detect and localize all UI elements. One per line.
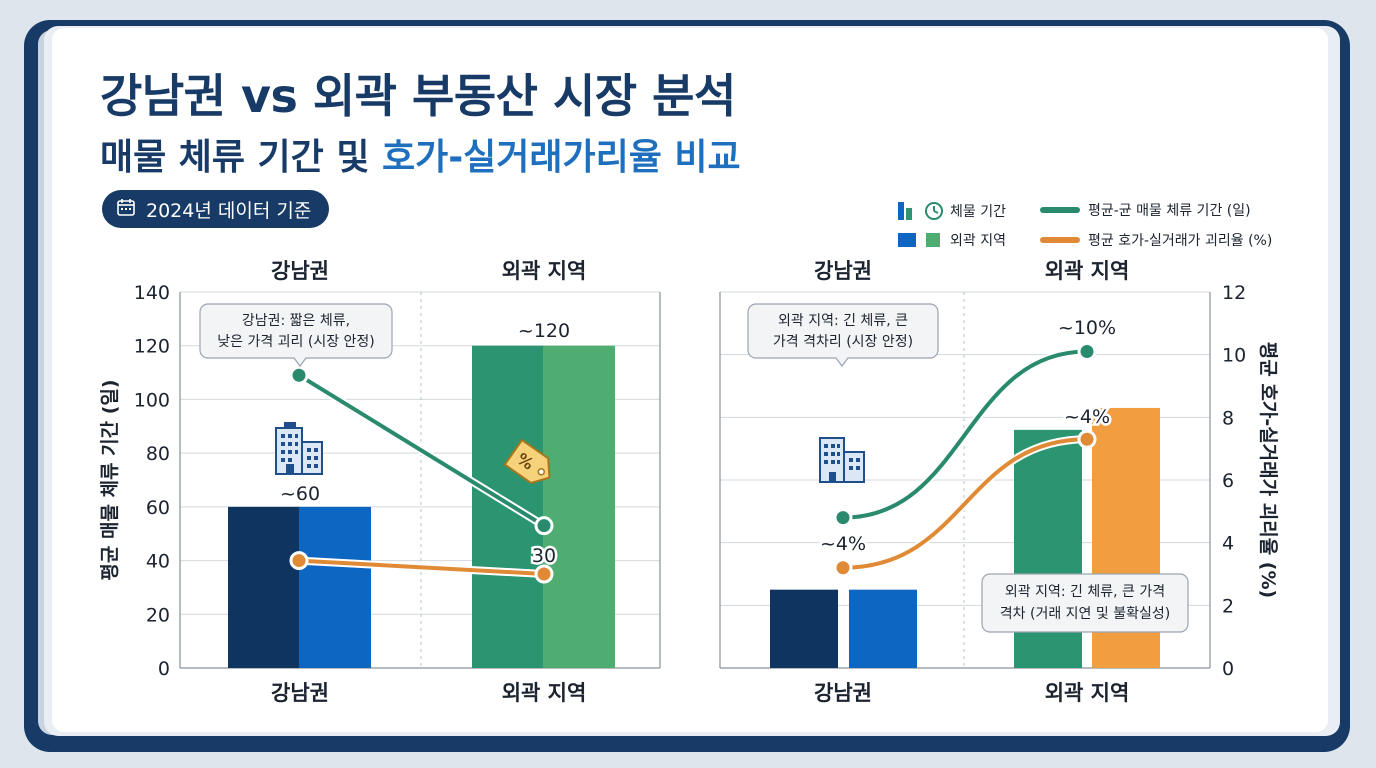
- price-tag-icon: %: [503, 439, 551, 484]
- left-callout-line-1: 강남권: 짧은 체류,: [242, 313, 350, 329]
- right-callout-bottom-line-2: 격차 (거래 지연 및 불확실성): [1000, 606, 1170, 622]
- legend-item-bar-metric: 체물 기간: [898, 200, 1006, 222]
- legend-label-line-orange: 평균 호가-실거래가 괴리율 (%): [1088, 233, 1273, 249]
- line-series: [297, 558, 546, 576]
- y-tick-label: 0: [1222, 658, 1234, 680]
- y-tick-label: 4: [1222, 533, 1234, 555]
- line-point: [1077, 342, 1097, 362]
- legend-item-regions: 외곽 지역: [898, 230, 1006, 250]
- legend-region-swatches: [898, 233, 940, 247]
- line-point: [289, 551, 309, 571]
- right-callout-top: 외곽 지역: 긴 체류, 큰 가격 격차리 (시장 안정): [747, 303, 939, 367]
- y-tick-label: 120: [134, 336, 170, 358]
- legend-label-bar-metric: 체물 기간: [950, 204, 1006, 220]
- subtitle-accent: 호가-실거래가리율 비교: [381, 137, 741, 178]
- legend-swatch-line-orange: [1040, 237, 1080, 243]
- line-point: [1077, 429, 1097, 449]
- y-tick-label: 10: [1222, 345, 1246, 367]
- building-icon: [275, 422, 323, 475]
- page-title: 강남권 vs 외곽 부동산 시장 분석: [100, 69, 736, 123]
- y-tick-label: 12: [1222, 282, 1246, 304]
- legend-label-line-green: 평균-균 매물 체류 기간 (일): [1088, 203, 1251, 219]
- calendar-icon: [116, 197, 136, 222]
- line-point: [534, 564, 554, 584]
- building-icon: [819, 437, 865, 483]
- bar: [543, 345, 615, 668]
- right-callout-bottom: 외곽 지역: 긴 체류, 큰 가격 격차 (거래 지연 및 불확실성): [981, 573, 1189, 633]
- data-label: ~60: [280, 483, 320, 505]
- line-point: [289, 365, 309, 385]
- y-tick-label: 80: [146, 443, 170, 465]
- subtitle-main: 매물 체류 기간 및: [100, 137, 382, 178]
- left-top-label-gangnam: 강남권: [271, 259, 329, 283]
- data-label: ~4%: [820, 533, 866, 555]
- bar: [849, 589, 917, 668]
- data-label: ~10%: [1058, 317, 1116, 339]
- left-y-axis-label: 평균 매물 체류 기간 (일): [99, 379, 121, 580]
- line-point: [833, 508, 853, 528]
- y-tick-label: 140: [134, 282, 170, 304]
- y-tick-label: 0: [158, 658, 170, 680]
- y-tick-label: 8: [1222, 407, 1234, 429]
- page-subtitle: 매물 체류 기간 및 호가-실거래가리율 비교: [100, 128, 741, 180]
- data-year-badge-label: 2024년 데이터 기준: [146, 199, 312, 222]
- legend-label-regions: 외곽 지역: [950, 233, 1006, 249]
- left-x-label-gangnam: 강남권: [271, 681, 329, 705]
- left-callout: 강남권: 짧은 체류, 낮은 가격 괴리 (시장 안정): [199, 303, 393, 367]
- data-year-badge: 2024년 데이터 기준: [102, 190, 330, 228]
- legend-item-line-green: 평균-균 매물 체류 기간 (일): [1040, 200, 1251, 220]
- y-tick-label: 100: [134, 389, 170, 411]
- right-x-label-gangnam: 강남권: [814, 681, 872, 705]
- legend-swatch-line-green: [1040, 207, 1080, 213]
- y-tick-label: 6: [1222, 470, 1234, 492]
- legend-item-line-orange: 평균 호가-실거래가 괴리율 (%): [1040, 230, 1272, 250]
- data-label: ~4%: [1064, 406, 1110, 428]
- y-tick-label: 40: [146, 551, 170, 573]
- left-callout-line-2: 낮은 가격 괴리 (시장 안정): [217, 334, 375, 350]
- bar: [299, 506, 371, 668]
- line-point: [534, 516, 554, 536]
- right-callout-top-line-1: 외곽 지역: 긴 체류, 큰: [778, 313, 908, 329]
- right-y-axis-label: 평균 호가-실거래가 괴리율 (%): [1257, 342, 1279, 598]
- line-series: [841, 349, 1089, 520]
- line-series: [841, 437, 1089, 570]
- bar: [770, 589, 838, 668]
- y-tick-label: 60: [146, 497, 170, 519]
- data-label: 30: [532, 545, 556, 567]
- right-top-label-outer: 외곽 지역: [1045, 259, 1130, 283]
- right-top-label-gangnam: 강남권: [814, 259, 872, 283]
- right-x-label-outer: 외곽 지역: [1045, 681, 1130, 705]
- bar: [228, 506, 300, 668]
- y-tick-label: 20: [146, 604, 170, 626]
- y-tick-label: 2: [1222, 595, 1234, 617]
- left-x-label-outer: 외곽 지역: [502, 681, 587, 705]
- left-top-label-outer: 외곽 지역: [502, 259, 587, 283]
- data-label: ~120: [518, 320, 570, 342]
- line-point: [833, 558, 853, 578]
- legend-bar-clock-icon: [898, 202, 943, 220]
- right-callout-bottom-line-1: 외곽 지역: 긴 체류, 큰 가격: [1005, 584, 1165, 600]
- right-callout-top-line-2: 가격 격차리 (시장 안정): [773, 334, 913, 350]
- line-series: [297, 373, 546, 528]
